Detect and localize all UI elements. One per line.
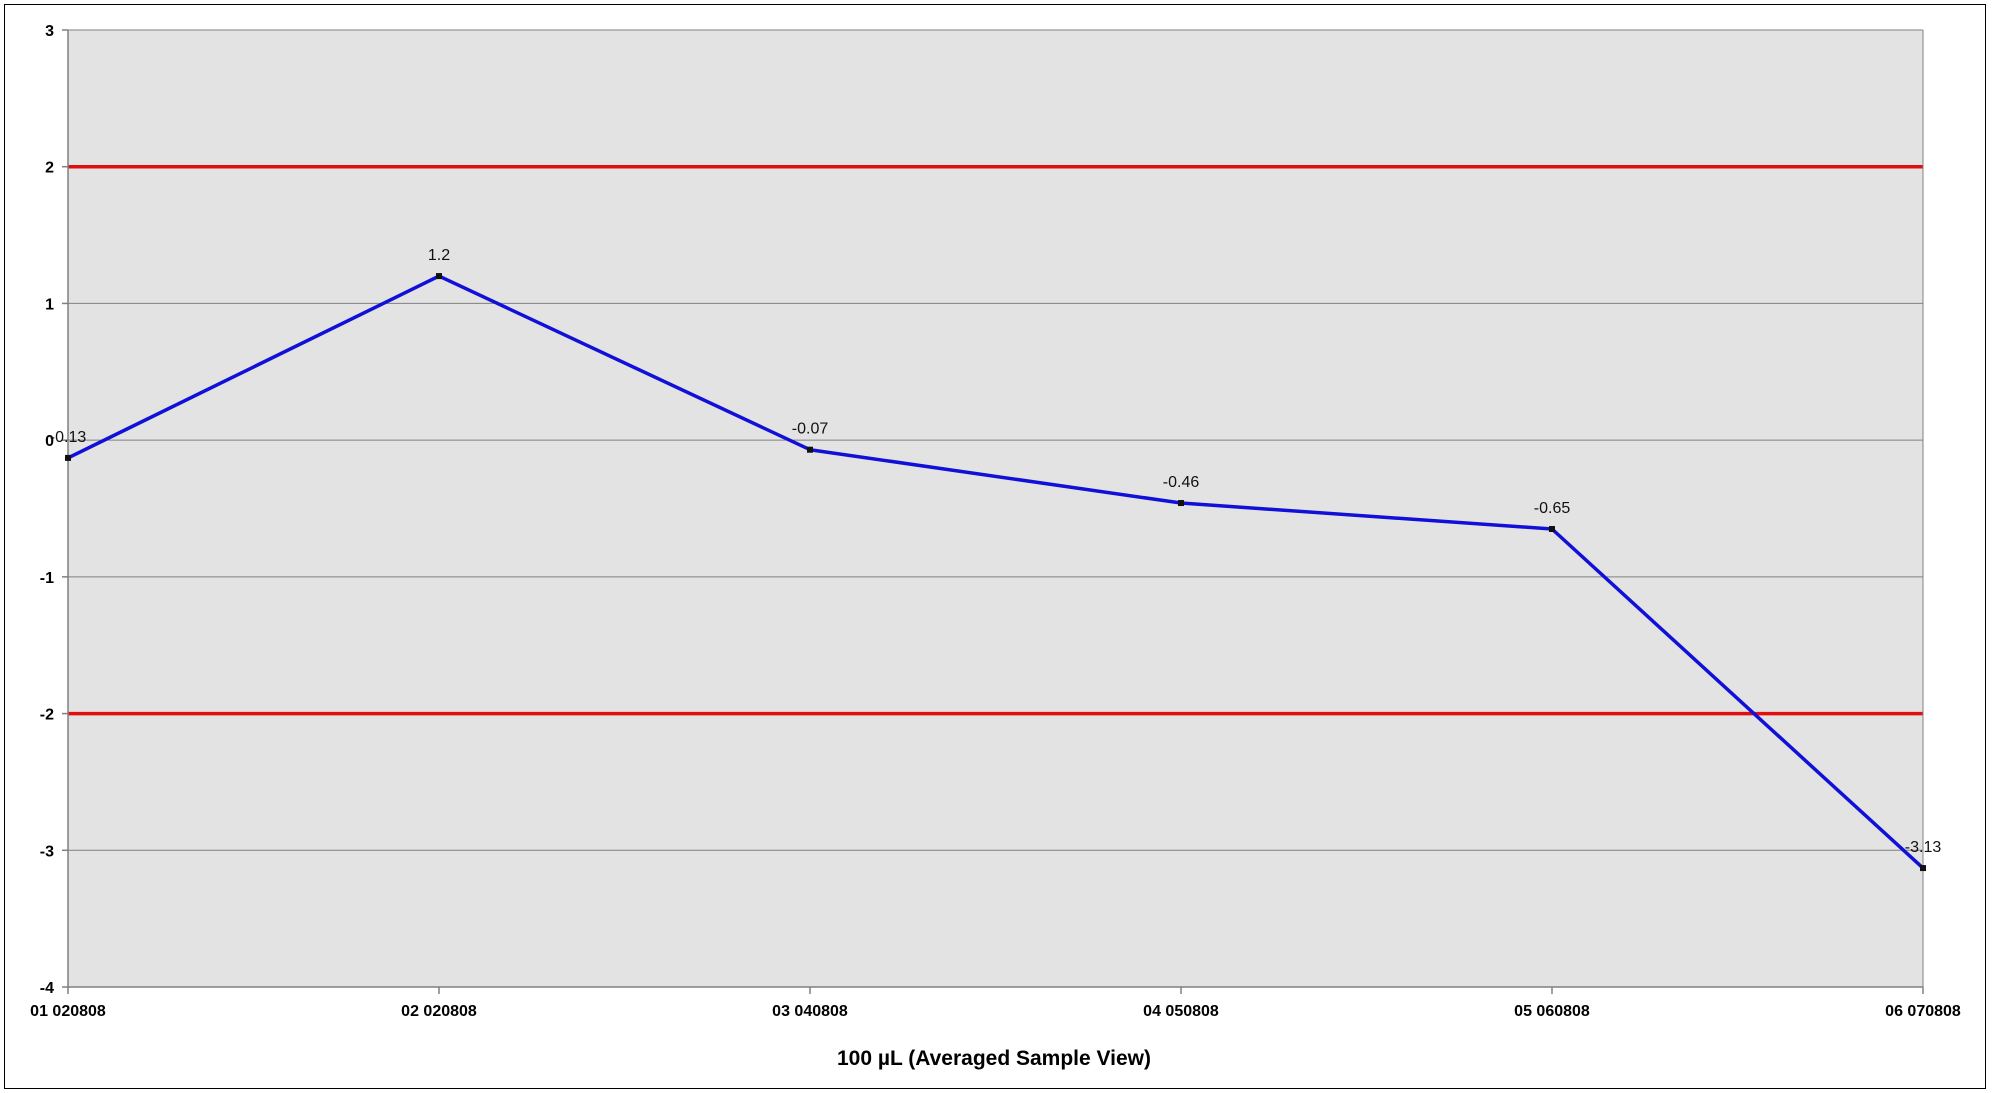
reference-lines [68,164,1923,716]
y-axis-ticks: 3 2 1 0 -1 -2 -3 -4 [40,23,68,997]
axes [67,30,1924,988]
data-label: -0.07 [792,421,829,438]
data-label: -0.46 [1163,474,1200,491]
data-point [436,273,442,280]
data-point [1178,500,1184,507]
x-tick-label: 03 040808 [772,1003,848,1020]
y-tick-label: 3 [45,23,54,40]
data-label: -0.65 [1534,500,1571,517]
plot-area [68,30,1923,987]
x-tick-label: 02 020808 [401,1003,477,1020]
y-tick-label: -3 [40,843,54,860]
data-point [1920,865,1926,872]
y-tick-label: -2 [40,707,54,724]
points-group [65,273,1926,872]
y-tick-label: -4 [40,980,54,997]
data-label: 1.2 [428,247,450,264]
x-tick-label: 05 060808 [1514,1003,1590,1020]
data-point [807,446,813,453]
x-tick-label: 06 070808 [1885,1003,1961,1020]
y-tick-label: -1 [40,570,54,587]
x-tick-label: 01 020808 [30,1003,106,1020]
data-label: -0.13 [50,429,87,446]
y-tick-label: 2 [45,160,54,177]
x-tick-label: 04 050808 [1143,1003,1219,1020]
data-labels: -0.13 1.2 -0.07 -0.46 -0.65 -3.13 [50,247,1942,856]
y-tick-label: 1 [45,296,54,313]
x-axis-ticks: 01 020808 02 020808 03 040808 04 050808 05 0… [30,987,1961,1020]
x-axis-title: 100 µL (Averaged Sample View) [837,1047,1151,1070]
data-label: -3.13 [1905,839,1942,856]
y-tick-label: 0 [45,433,54,450]
series-group [67,274,1925,870]
data-point [1549,526,1555,533]
data-point [65,454,71,461]
series-line [67,274,1925,870]
